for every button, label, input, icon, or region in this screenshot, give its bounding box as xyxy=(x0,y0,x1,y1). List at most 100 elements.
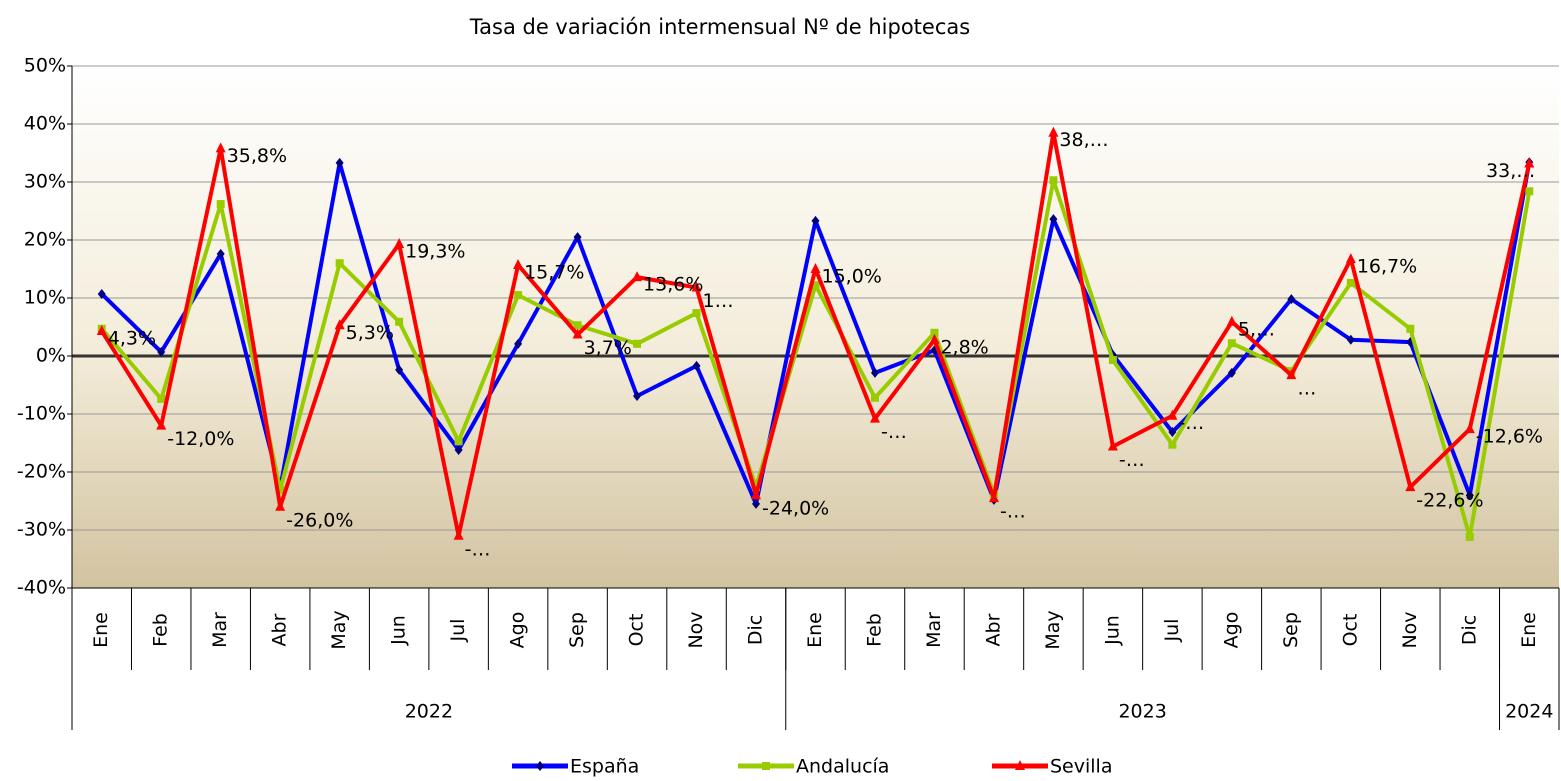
marker xyxy=(1168,440,1177,449)
x-tick-label: Sep xyxy=(1280,612,1302,648)
y-tick-label: 10% xyxy=(24,287,66,309)
marker xyxy=(1465,490,1474,501)
marker xyxy=(1405,481,1416,492)
y-tick-label: 20% xyxy=(24,229,66,251)
marker xyxy=(1108,356,1117,365)
x-tick-label: Mar xyxy=(923,612,945,648)
marker xyxy=(1346,334,1355,345)
marker xyxy=(1465,532,1474,541)
marker xyxy=(811,215,820,226)
marker xyxy=(156,419,167,430)
marker xyxy=(869,412,880,423)
y-tick-label: -30% xyxy=(17,519,66,541)
marker xyxy=(633,391,642,402)
marker xyxy=(762,762,770,770)
marker xyxy=(215,142,226,153)
marker xyxy=(395,317,404,326)
data-label: -… xyxy=(465,538,491,560)
x-tick-label: Jun xyxy=(1101,615,1123,646)
data-label: 38,… xyxy=(1059,129,1108,151)
marker xyxy=(573,232,582,243)
marker xyxy=(513,258,524,269)
plot-area xyxy=(72,66,1559,588)
data-label: 16,7% xyxy=(1357,256,1417,278)
data-label: -12,6% xyxy=(1476,426,1543,448)
x-tick-label: Mar xyxy=(209,612,231,648)
x-tick-label: Ago xyxy=(1220,612,1242,649)
marker xyxy=(1406,324,1415,333)
marker xyxy=(1525,187,1534,196)
marker xyxy=(1168,426,1177,437)
data-label: 15,7% xyxy=(524,261,584,283)
x-tick-label: Oct xyxy=(626,614,648,647)
x-tick-label: Dic xyxy=(1458,615,1480,645)
data-label: -… xyxy=(1178,412,1204,434)
marker xyxy=(1107,440,1118,451)
marker xyxy=(1345,253,1356,264)
data-label: -26,0% xyxy=(286,509,353,531)
marker xyxy=(453,529,464,540)
marker xyxy=(97,288,106,299)
x-tick-label: Abr xyxy=(982,613,1004,646)
data-label: 1… xyxy=(703,290,734,312)
marker xyxy=(1227,367,1236,378)
marker xyxy=(1227,339,1236,348)
x-tick-label: Abr xyxy=(269,613,291,646)
y-tick-label: 50% xyxy=(24,55,66,77)
marker xyxy=(752,483,761,492)
x-tick-label: Nov xyxy=(685,611,707,648)
marker xyxy=(216,200,225,209)
marker xyxy=(1049,214,1058,225)
marker xyxy=(692,360,701,371)
marker xyxy=(810,263,821,273)
data-label: 2,8% xyxy=(940,336,988,358)
marker xyxy=(633,339,642,348)
legend-label: Sevilla xyxy=(1050,756,1112,778)
marker xyxy=(395,364,404,375)
marker xyxy=(573,321,582,330)
marker xyxy=(752,498,761,509)
data-label: … xyxy=(1297,378,1316,400)
x-tick-label: Jul xyxy=(1161,619,1183,643)
marker xyxy=(870,393,879,402)
x-tick-label: Oct xyxy=(1339,614,1361,647)
x-tick-label: Nov xyxy=(1399,611,1421,648)
data-label: -… xyxy=(881,421,907,443)
y-tick-label: -10% xyxy=(17,403,66,425)
marker xyxy=(335,259,344,268)
data-label: -24,0% xyxy=(762,498,829,520)
x-tick-label: Feb xyxy=(150,613,172,647)
data-label: -12,0% xyxy=(167,428,234,450)
marker xyxy=(514,291,523,300)
marker xyxy=(394,238,405,249)
marker xyxy=(276,485,285,494)
x-tick-label: May xyxy=(1042,610,1064,649)
x-tick-label: Ene xyxy=(90,612,112,648)
marker xyxy=(1524,157,1535,168)
x-tick-label: Sep xyxy=(566,612,588,648)
legend-label: España xyxy=(570,756,639,778)
legend-label: Andalucía xyxy=(796,756,889,778)
y-tick-label: 0% xyxy=(36,345,66,367)
marker xyxy=(1226,315,1237,326)
marker xyxy=(216,248,225,259)
marker xyxy=(1464,423,1475,434)
year-label: 2024 xyxy=(1505,701,1553,723)
marker xyxy=(870,367,879,378)
y-tick-label: 40% xyxy=(24,113,66,135)
x-tick-label: Jul xyxy=(447,619,469,643)
x-tick-label: Jun xyxy=(388,615,410,646)
data-label: -… xyxy=(1119,449,1145,471)
data-label: -22,6% xyxy=(1416,490,1483,512)
marker xyxy=(930,328,939,337)
marker xyxy=(157,346,166,357)
marker xyxy=(988,492,999,503)
data-label: 35,8% xyxy=(227,145,287,167)
data-label: 4,3% xyxy=(108,328,156,350)
y-tick-label: -20% xyxy=(17,461,66,483)
marker xyxy=(454,444,463,455)
marker xyxy=(1048,126,1059,137)
marker xyxy=(157,394,166,403)
year-label: 2023 xyxy=(1118,701,1166,723)
x-tick-label: Ago xyxy=(507,612,529,649)
